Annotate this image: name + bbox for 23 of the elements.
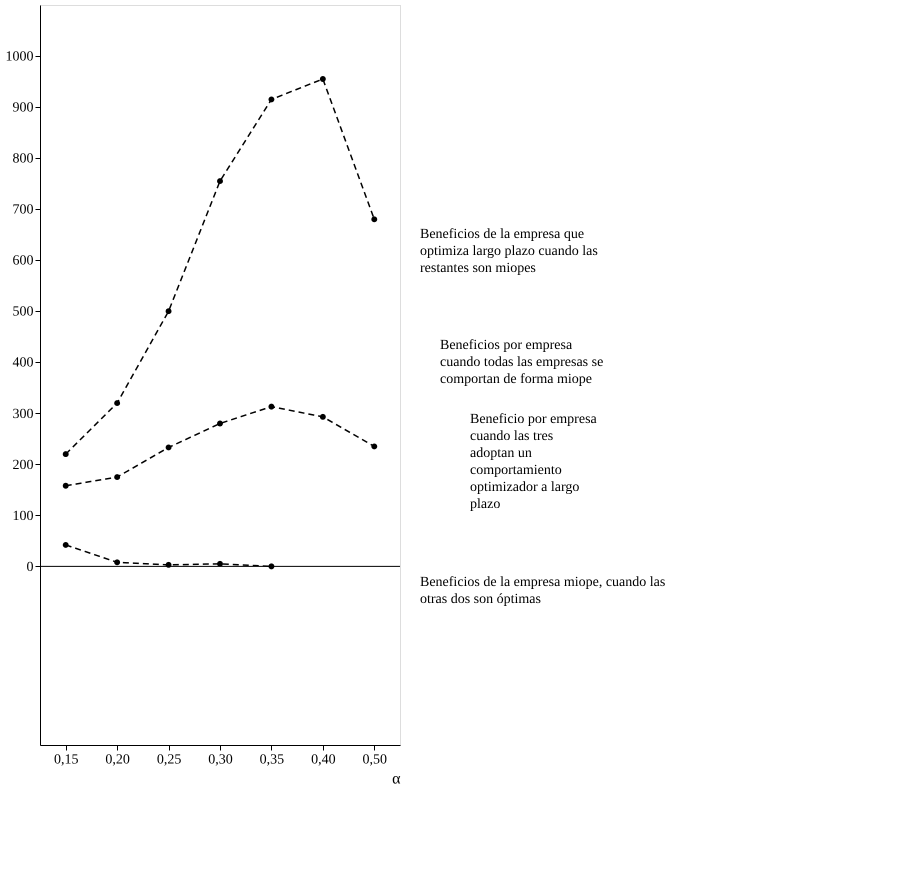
x-tick-label: 0,25 xyxy=(156,752,182,768)
text: Beneficios por empresa cuando todas las empresas se comportan de forma miope xyxy=(440,338,604,387)
y-tick-label: 800 xyxy=(12,152,34,167)
y-tick-label: 900 xyxy=(12,100,34,116)
x-axis-title: α xyxy=(392,770,402,788)
y-tick-label: 200 xyxy=(12,458,34,473)
y-tick-label: 500 xyxy=(12,304,34,320)
x-tick-label: 0,50 xyxy=(362,752,388,768)
text: Beneficio por empresa cuando las tres adoptan un comportamiento optimizador a largo plazo xyxy=(470,412,598,512)
y-tick-label: 600 xyxy=(12,254,34,269)
y-tick-label: 300 xyxy=(12,406,34,422)
text: Beneficios de la empresa que optimiza largo plazo cuando las restantes son miopes xyxy=(420,227,598,276)
text: Beneficios de la empresa miope, cuando las otras dos son óptimas xyxy=(420,574,666,607)
x-tick-label: 0,30 xyxy=(208,752,233,768)
y-tick-label: 700 xyxy=(12,202,34,218)
y-tick-label: 0 xyxy=(26,560,34,575)
y-tick-label: 100 xyxy=(12,508,34,524)
y-tick-label: 1000 xyxy=(6,50,34,65)
x-tick-label: 0,15 xyxy=(54,752,78,768)
x-tick-label: 0,40 xyxy=(311,752,336,768)
x-tick-label: 0,35 xyxy=(260,752,284,768)
x-tick-label: 0,20 xyxy=(105,752,130,768)
y-tick-label: 400 xyxy=(12,356,34,371)
